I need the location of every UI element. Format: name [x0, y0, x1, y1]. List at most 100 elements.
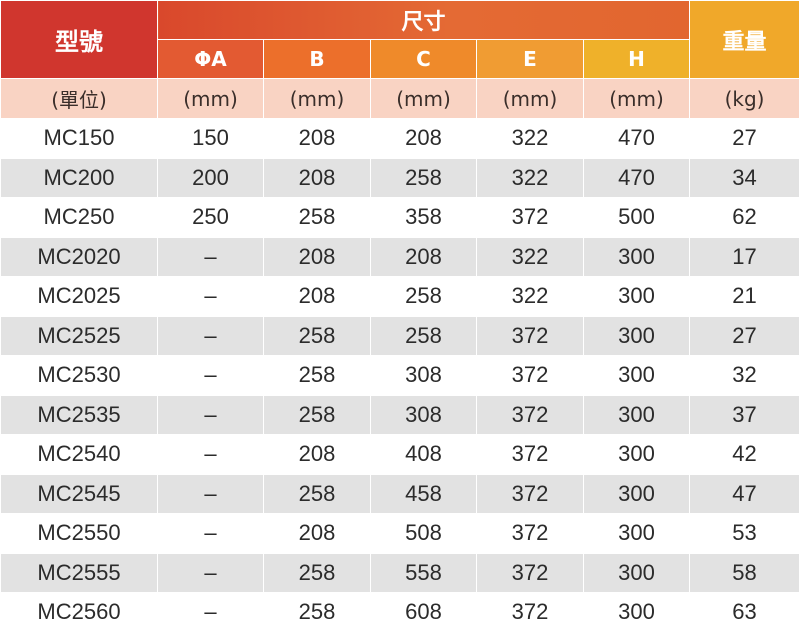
- cell-e: 372: [476, 592, 584, 633]
- table-row: MC150 150 208 208 322 470 27: [0, 118, 800, 159]
- cell-model: MC2560: [0, 592, 158, 633]
- column-header-b: B: [263, 39, 371, 79]
- cell-b: 258: [263, 473, 371, 514]
- cell-c: 308: [370, 355, 477, 396]
- cell-e: 372: [476, 513, 584, 554]
- cell-phi-a: –: [157, 236, 264, 277]
- cell-h: 300: [582, 355, 691, 396]
- cell-phi-a: 200: [157, 157, 264, 198]
- cell-b: 258: [263, 315, 371, 356]
- units-row: (單位) (mm) (mm) (mm) (mm) (mm) (kg): [0, 78, 800, 119]
- unit-cell: (單位): [0, 78, 158, 119]
- cell-h: 470: [582, 157, 691, 198]
- cell-c: 458: [370, 473, 477, 514]
- cell-b: 258: [263, 552, 371, 593]
- cell-phi-a: –: [157, 276, 264, 317]
- cell-phi-a: –: [157, 315, 264, 356]
- column-header-h: H: [582, 39, 691, 79]
- cell-h: 300: [582, 434, 691, 475]
- cell-b: 258: [263, 197, 371, 238]
- cell-e: 322: [476, 276, 584, 317]
- cell-weight: 63: [689, 592, 800, 633]
- table-row: MC2025–208 258 322 300 21: [0, 276, 800, 317]
- cell-c: 308: [370, 394, 477, 435]
- cell-weight: 53: [689, 513, 800, 554]
- table-row: MC2550–208 508 372 300 53: [0, 513, 800, 554]
- cell-b: 208: [263, 157, 371, 198]
- cell-e: 372: [476, 552, 584, 593]
- cell-model: MC2545: [0, 473, 158, 514]
- table-row: MC2020–208 208 322 300 17: [0, 236, 800, 277]
- cell-c: 208: [370, 236, 477, 277]
- dimensions-header: 尺寸: [156, 0, 691, 40]
- cell-c: 358: [370, 197, 477, 238]
- cell-weight: 62: [689, 197, 800, 238]
- table-row: MC250 250 258 358 372 500 62: [0, 197, 800, 238]
- cell-model: MC2550: [0, 513, 158, 554]
- cell-h: 300: [582, 473, 691, 514]
- cell-model: MC2540: [0, 434, 158, 475]
- cell-weight: 58: [689, 552, 800, 593]
- cell-phi-a: –: [157, 473, 264, 514]
- cell-model: MC150: [0, 118, 158, 159]
- cell-b: 258: [263, 592, 371, 633]
- table-row: MC2540–208 408 372 300 42: [0, 434, 800, 475]
- cell-e: 322: [476, 236, 584, 277]
- cell-c: 208: [370, 118, 477, 159]
- cell-model: MC200: [0, 157, 158, 198]
- column-header-phi-a: ΦA: [157, 39, 264, 79]
- cell-c: 508: [370, 513, 477, 554]
- cell-h: 300: [582, 394, 691, 435]
- cell-weight: 47: [689, 473, 800, 514]
- cell-c: 558: [370, 552, 477, 593]
- cell-phi-a: –: [157, 394, 264, 435]
- cell-weight: 17: [689, 236, 800, 277]
- cell-h: 300: [582, 315, 691, 356]
- table-row: MC2535–258 308 372 300 37: [0, 394, 800, 435]
- cell-e: 372: [476, 394, 584, 435]
- table-row: MC200 200 208 258 322 470 34: [0, 157, 800, 198]
- cell-h: 500: [582, 197, 691, 238]
- cell-model: MC2025: [0, 276, 158, 317]
- cell-c: 408: [370, 434, 477, 475]
- cell-c: 258: [370, 276, 477, 317]
- cell-weight: 27: [689, 118, 800, 159]
- cell-weight: 42: [689, 434, 800, 475]
- cell-phi-a: 150: [157, 118, 264, 159]
- cell-b: 208: [263, 434, 371, 475]
- table-row: MC2560–258 608 372 300 63: [0, 592, 800, 633]
- model-header: 型號: [0, 0, 158, 79]
- unit-cell: (mm): [582, 78, 691, 119]
- cell-h: 300: [582, 513, 691, 554]
- cell-model: MC2535: [0, 394, 158, 435]
- cell-model: MC2020: [0, 236, 158, 277]
- cell-model: MC250: [0, 197, 158, 238]
- cell-e: 322: [476, 118, 584, 159]
- weight-header: 重量: [689, 0, 800, 79]
- cell-c: 258: [370, 315, 477, 356]
- cell-e: 372: [476, 434, 584, 475]
- cell-b: 208: [263, 118, 371, 159]
- cell-phi-a: –: [157, 513, 264, 554]
- cell-phi-a: –: [157, 592, 264, 633]
- cell-e: 372: [476, 315, 584, 356]
- cell-model: MC2530: [0, 355, 158, 396]
- unit-cell: (mm): [370, 78, 477, 119]
- unit-cell: (mm): [476, 78, 584, 119]
- cell-e: 372: [476, 197, 584, 238]
- column-header-e: E: [476, 39, 584, 79]
- cell-b: 208: [263, 276, 371, 317]
- cell-b: 258: [263, 394, 371, 435]
- cell-weight: 37: [689, 394, 800, 435]
- cell-e: 372: [476, 473, 584, 514]
- cell-weight: 21: [689, 276, 800, 317]
- cell-b: 208: [263, 236, 371, 277]
- table-row: MC2555–258 558 372 300 58: [0, 552, 800, 593]
- cell-c: 608: [370, 592, 477, 633]
- cell-model: MC2555: [0, 552, 158, 593]
- cell-h: 300: [582, 592, 691, 633]
- cell-h: 470: [582, 118, 691, 159]
- unit-cell: (kg): [689, 78, 800, 119]
- cell-phi-a: –: [157, 434, 264, 475]
